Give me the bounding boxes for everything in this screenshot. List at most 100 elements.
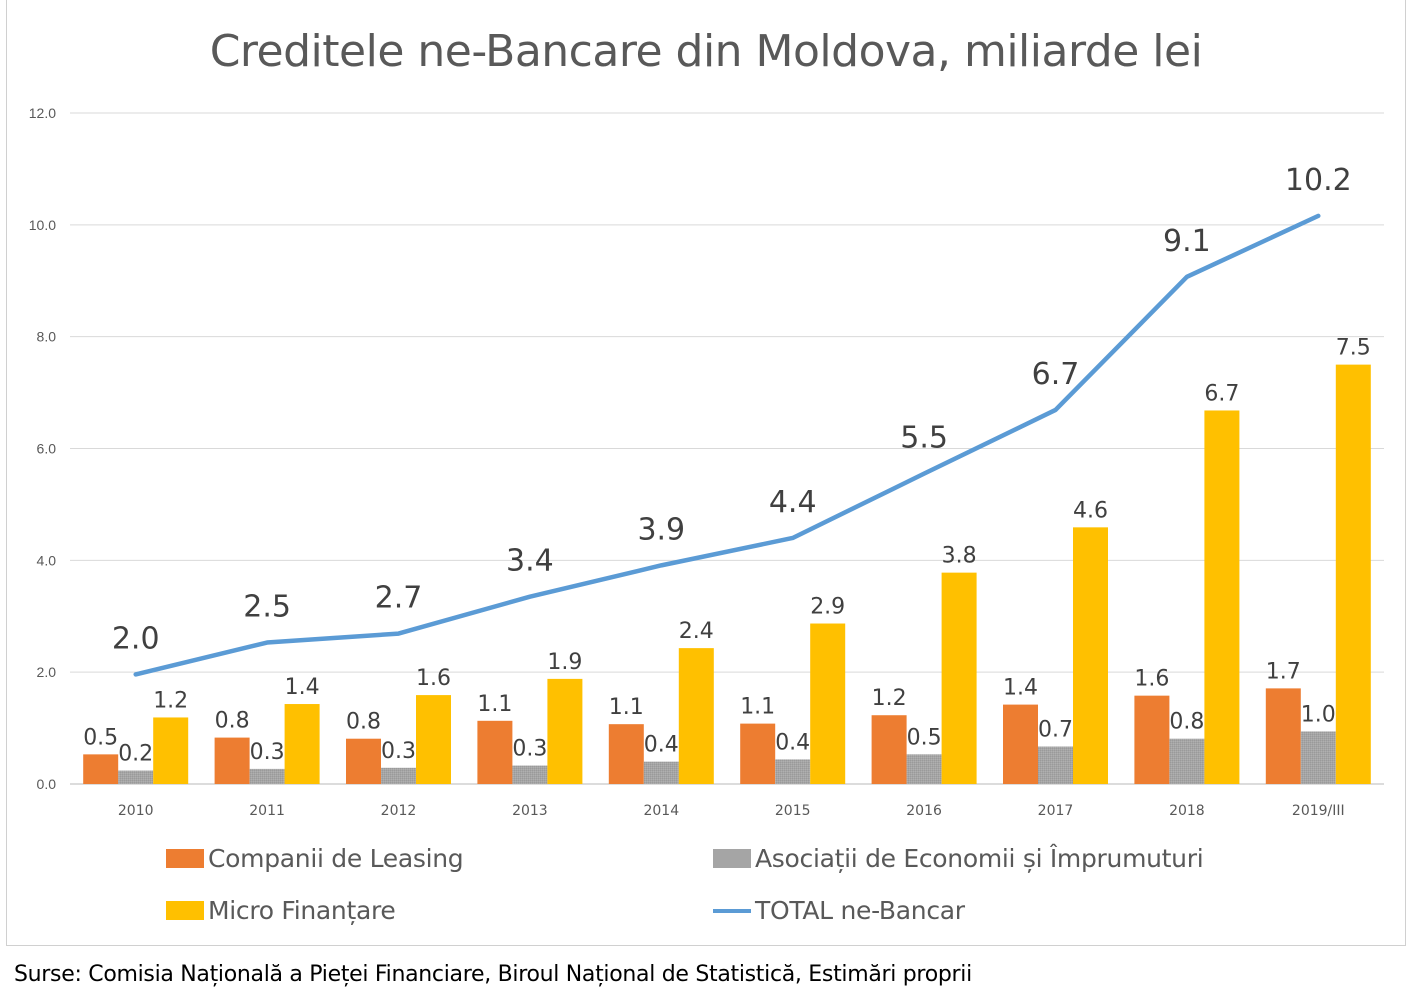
data-label-micro-finantare: 2.9	[810, 595, 845, 620]
y-tick-label: 6.0	[37, 441, 57, 457]
legend-swatch-savings-associations	[713, 849, 751, 868]
data-label-total-ne-bancar: 4.4	[769, 485, 817, 520]
legend-label-microfinance: Micro Finanțare	[208, 896, 396, 925]
bar-asociatii-de-economii-si-imprumuturi	[906, 754, 942, 784]
data-label-micro-finantare: 7.5	[1336, 336, 1371, 361]
x-tick-label: 2015	[775, 803, 811, 819]
bar-micro-finantare	[284, 704, 320, 784]
data-label-asociatii-de-economii-si-imprumuturi: 0.7	[1038, 718, 1073, 743]
data-label-total-ne-bancar: 9.1	[1163, 224, 1211, 259]
data-label-companii-de-leasing: 1.1	[740, 695, 775, 720]
y-axis-ticks: 0.0 2.0 4.0 6.0 8.0 10.0 12.0	[29, 105, 56, 792]
data-label-micro-finantare: 2.4	[679, 619, 714, 644]
data-label-companii-de-leasing: 0.8	[215, 709, 250, 734]
data-label-companii-de-leasing: 1.2	[872, 686, 907, 711]
bar-micro-finantare	[810, 623, 846, 784]
data-label-companii-de-leasing: 0.8	[346, 710, 381, 735]
bar-asociatii-de-economii-si-imprumuturi	[381, 767, 416, 784]
data-label-micro-finantare: 6.7	[1204, 381, 1239, 406]
legend-swatch-microfinance	[166, 901, 204, 920]
bar-companii-de-leasing	[214, 737, 250, 784]
data-label-total-ne-bancar: 2.5	[243, 590, 291, 625]
y-tick-label: 0.0	[37, 776, 57, 792]
y-tick-label: 12.0	[29, 105, 56, 121]
data-label-micro-finantare: 1.9	[547, 650, 582, 675]
data-label-micro-finantare: 1.6	[416, 666, 451, 691]
total-line	[133, 213, 1321, 677]
legend-item-leasing[interactable]: Companii de Leasing	[166, 844, 464, 873]
bar-companii-de-leasing	[608, 724, 644, 784]
source-note: Surse: Comisia Națională a Pieței Financ…	[14, 962, 972, 987]
bar-companii-de-leasing	[1134, 695, 1170, 784]
data-label-asociatii-de-economii-si-imprumuturi: 0.4	[644, 733, 679, 758]
y-tick-label: 8.0	[37, 329, 57, 345]
x-tick-label: 2018	[1169, 803, 1205, 819]
data-label-micro-finantare: 1.4	[285, 675, 320, 700]
legend-item-total[interactable]: TOTAL ne-Bancar	[713, 896, 965, 925]
legend-item-microfinance[interactable]: Micro Finanțare	[166, 896, 396, 925]
bar-micro-finantare	[547, 678, 583, 784]
gridlines	[70, 112, 1384, 785]
legend-label-total: TOTAL ne-Bancar	[755, 896, 965, 925]
bar-micro-finantare	[678, 648, 714, 784]
legend-swatch-total	[713, 908, 751, 913]
bar-companii-de-leasing	[1003, 704, 1038, 784]
bar-micro-finantare	[1073, 527, 1108, 784]
bar-micro-finantare	[153, 717, 189, 784]
bar-companii-de-leasing	[871, 715, 907, 784]
data-label-total-ne-bancar: 10.2	[1285, 163, 1352, 198]
data-label-total-ne-bancar: 2.7	[375, 581, 423, 616]
bar-micro-finantare	[1335, 364, 1371, 784]
bar-asociatii-de-economii-si-imprumuturi	[249, 768, 285, 784]
data-label-asociatii-de-economii-si-imprumuturi: 0.5	[907, 725, 942, 750]
y-tick-label: 10.0	[29, 217, 56, 233]
bar-asociatii-de-economii-si-imprumuturi	[1300, 731, 1336, 784]
bar-asociatii-de-economii-si-imprumuturi	[775, 759, 811, 784]
data-label-asociatii-de-economii-si-imprumuturi: 1.0	[1301, 702, 1336, 727]
bar-companii-de-leasing	[346, 738, 381, 784]
legend-swatch-leasing	[166, 849, 204, 868]
x-tick-label: 2012	[381, 803, 417, 819]
data-label-companii-de-leasing: 1.7	[1266, 659, 1301, 684]
x-tick-label: 2017	[1038, 803, 1074, 819]
data-label-asociatii-de-economii-si-imprumuturi: 0.4	[775, 730, 810, 755]
data-label-asociatii-de-economii-si-imprumuturi: 0.8	[1169, 710, 1204, 735]
data-label-companii-de-leasing: 0.5	[83, 725, 118, 750]
legend-item-savings-associations[interactable]: Asociații de Economii și Împrumuturi	[713, 844, 1204, 873]
data-label-companii-de-leasing: 1.4	[1003, 676, 1038, 701]
data-label-total-ne-bancar: 2.0	[112, 621, 160, 656]
y-tick-label: 4.0	[37, 552, 57, 568]
bar-asociatii-de-economii-si-imprumuturi	[643, 761, 679, 784]
x-tick-label: 2011	[249, 803, 285, 819]
legend-label-leasing: Companii de Leasing	[208, 844, 464, 873]
bars	[83, 364, 1371, 784]
x-tick-label: 2016	[906, 803, 942, 819]
bar-micro-finantare	[941, 572, 977, 784]
data-label-asociatii-de-economii-si-imprumuturi: 0.3	[512, 737, 547, 762]
data-label-asociatii-de-economii-si-imprumuturi: 0.3	[250, 740, 285, 765]
data-label-asociatii-de-economii-si-imprumuturi: 0.3	[381, 739, 416, 764]
data-label-companii-de-leasing: 1.6	[1134, 667, 1169, 692]
bar-companii-de-leasing	[477, 720, 513, 784]
bar-companii-de-leasing	[1265, 688, 1301, 784]
data-label-total-ne-bancar: 5.5	[900, 421, 948, 456]
data-labels: 0.50.8 0.81.1 1.1 1.1 1.2 1.4 1.6 1.70.2 0.3 0.3 0…	[83, 163, 1371, 767]
data-label-micro-finantare: 3.8	[942, 544, 977, 569]
data-label-total-ne-bancar: 6.7	[1032, 357, 1080, 392]
legend: Companii de Leasing Asociații de Economi…	[0, 836, 1408, 936]
bar-micro-finantare	[416, 695, 451, 784]
data-label-companii-de-leasing: 1.1	[609, 695, 644, 720]
bar-micro-finantare	[1204, 410, 1240, 784]
line-total-ne-bancar	[133, 213, 1321, 677]
legend-label-savings-associations: Asociații de Economii și Împrumuturi	[755, 844, 1204, 873]
x-tick-label: 2019/III	[1292, 803, 1345, 819]
bar-asociatii-de-economii-si-imprumuturi	[512, 765, 548, 784]
bar-asociatii-de-economii-si-imprumuturi	[118, 770, 154, 784]
bar-companii-de-leasing	[740, 723, 776, 784]
y-tick-label: 2.0	[37, 664, 57, 680]
chart-title: Creditele ne-Bancare din Moldova, miliar…	[209, 26, 1203, 77]
data-label-total-ne-bancar: 3.9	[637, 512, 685, 547]
bar-asociatii-de-economii-si-imprumuturi	[1038, 746, 1073, 784]
data-label-companii-de-leasing: 1.1	[477, 692, 512, 717]
chart-frame	[6, 0, 1406, 946]
